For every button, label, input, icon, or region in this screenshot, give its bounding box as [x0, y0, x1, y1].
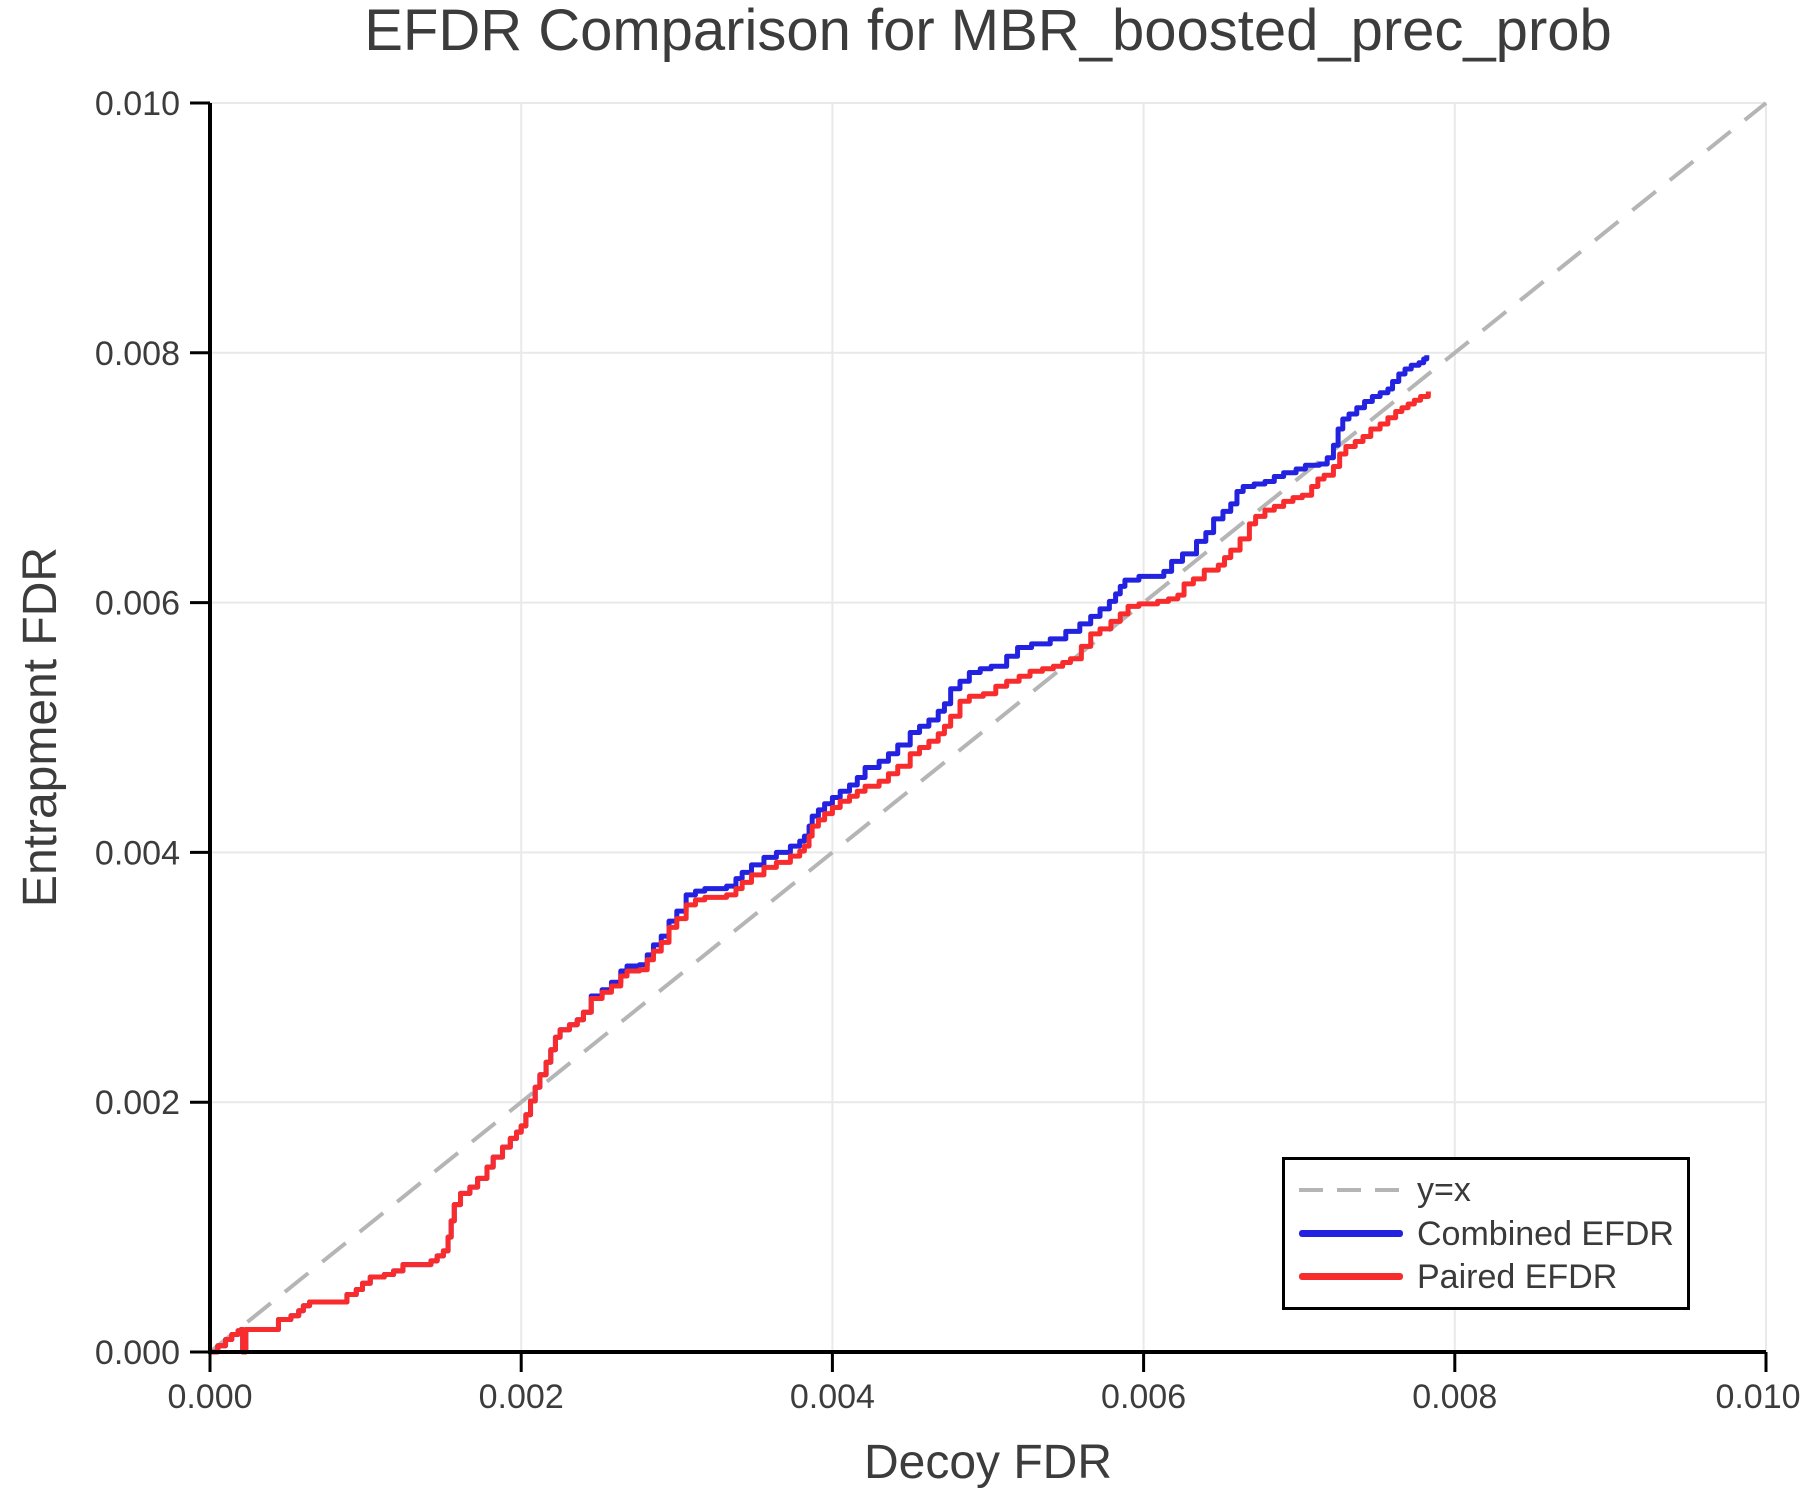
x-tick-label: 0.002	[479, 1378, 564, 1416]
chart-title: EFDR Comparison for MBR_boosted_prec_pro…	[364, 0, 1612, 63]
y-tick-label: 0.004	[95, 834, 180, 872]
x-tick-label: 0.004	[790, 1378, 875, 1416]
legend-item-y-equals-x: y=x	[1299, 1171, 1687, 1209]
y-tick-label: 0.002	[95, 1084, 180, 1122]
combined-efdr-line	[210, 355, 1430, 1355]
y-tick-label: 0.006	[95, 585, 180, 623]
legend-label-paired-efdr: Paired EFDR	[1417, 1257, 1618, 1296]
x-axis-title: Decoy FDR	[863, 1436, 1113, 1489]
combined-efdr-line-sample	[1299, 1230, 1403, 1237]
y-equals-x-line-sample	[1299, 1188, 1403, 1193]
legend-label-y-equals-x: y=x	[1417, 1171, 1471, 1210]
y-tick-label: 0.010	[95, 85, 180, 123]
legend-label-combined-efdr: Combined EFDR	[1417, 1214, 1674, 1253]
x-tick-label: 0.008	[1412, 1378, 1497, 1416]
paired-efdr-line-sample	[1299, 1273, 1403, 1281]
paired-efdr-line	[210, 391, 1431, 1355]
legend: y=x Combined EFDR Paired EFDR	[1282, 1157, 1690, 1310]
legend-item-paired-efdr: Paired EFDR	[1299, 1258, 1687, 1296]
x-tick-label: 0.010	[1715, 1378, 1800, 1416]
legend-item-combined-efdr: Combined EFDR	[1299, 1215, 1687, 1253]
x-tick-label: 0.000	[167, 1378, 252, 1416]
y-tick-label: 0.008	[95, 335, 180, 373]
y-axis-title: Entrapment FDR	[14, 546, 67, 908]
y-tick-label: 0.000	[95, 1334, 180, 1372]
x-tick-label: 0.006	[1101, 1378, 1186, 1416]
